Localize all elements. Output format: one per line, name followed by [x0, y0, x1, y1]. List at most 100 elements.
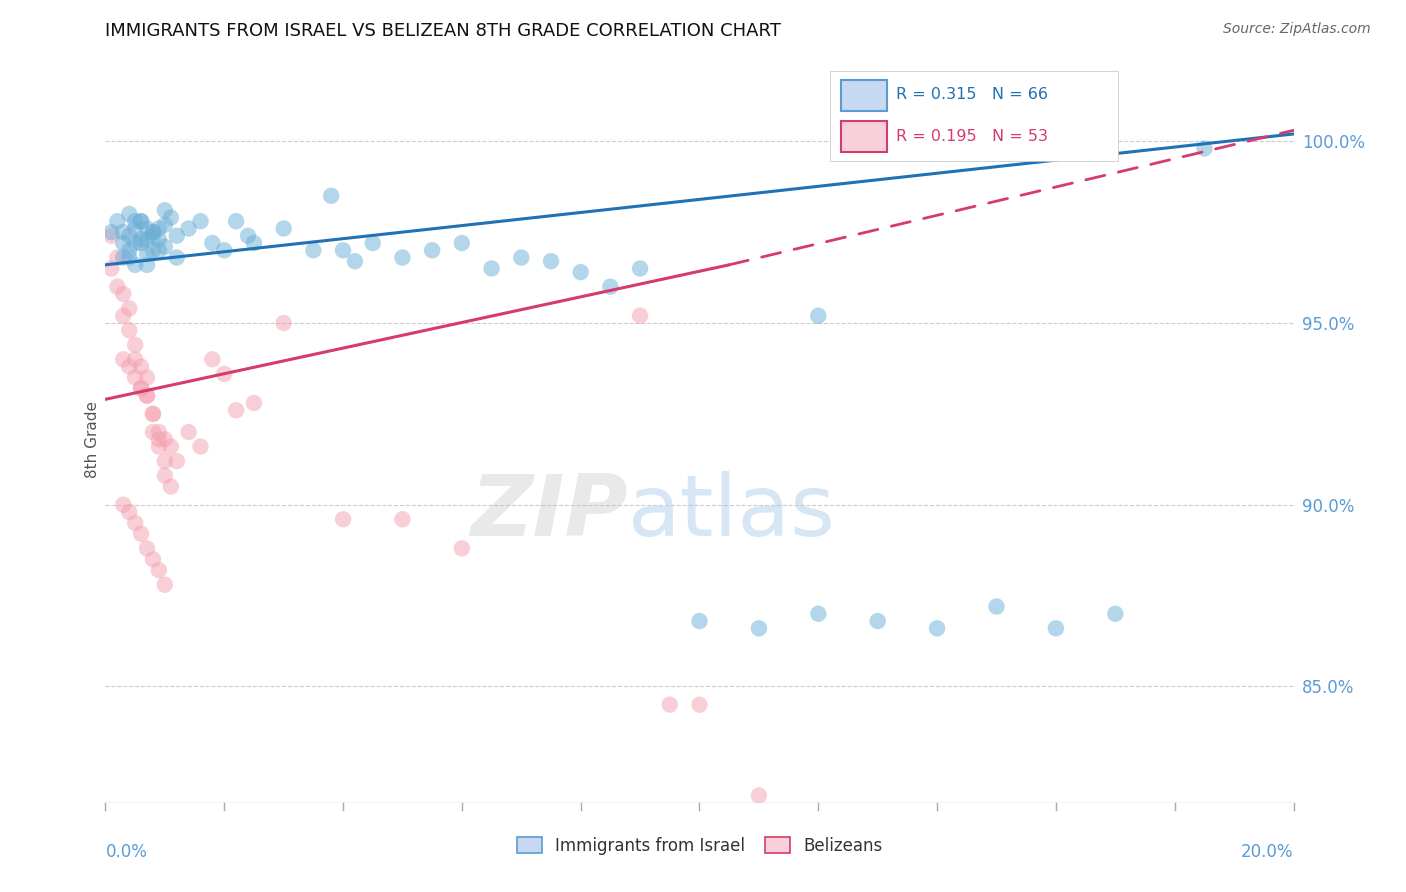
Point — [225, 403, 247, 417]
Point — [177, 425, 200, 439]
Point — [112, 352, 135, 367]
Point — [153, 432, 176, 446]
Point — [142, 225, 165, 239]
Point — [1104, 607, 1126, 621]
Point — [190, 440, 212, 454]
Point — [129, 359, 152, 374]
Point — [190, 214, 212, 228]
Y-axis label: 8th Grade: 8th Grade — [84, 401, 100, 478]
Legend: Immigrants from Israel, Belizeans: Immigrants from Israel, Belizeans — [510, 830, 889, 862]
Point — [118, 244, 141, 258]
Point — [866, 614, 889, 628]
Point — [807, 309, 830, 323]
Point — [100, 228, 122, 243]
Point — [166, 251, 188, 265]
Point — [148, 563, 170, 577]
Point — [177, 221, 200, 235]
Point — [214, 244, 236, 258]
Point — [112, 287, 135, 301]
Point — [129, 235, 152, 250]
Point — [148, 221, 170, 235]
Point — [689, 698, 711, 712]
Point — [118, 207, 141, 221]
Point — [420, 244, 443, 258]
Point — [142, 552, 165, 566]
Point — [142, 228, 165, 243]
Point — [361, 235, 384, 250]
Point — [1045, 621, 1067, 635]
Point — [236, 228, 259, 243]
Point — [118, 251, 141, 265]
Point — [807, 607, 830, 621]
Point — [273, 221, 295, 235]
Point — [689, 614, 711, 628]
Point — [142, 244, 165, 258]
Point — [105, 251, 128, 265]
Point — [112, 309, 135, 323]
Point — [569, 265, 592, 279]
Point — [166, 228, 188, 243]
Point — [343, 254, 366, 268]
Point — [153, 240, 176, 254]
Point — [136, 541, 159, 556]
Point — [225, 214, 247, 228]
Point — [112, 225, 135, 239]
Point — [124, 214, 146, 228]
Point — [658, 698, 681, 712]
Point — [129, 526, 152, 541]
Point — [129, 232, 152, 246]
Point — [105, 279, 128, 293]
Point — [153, 454, 176, 468]
Point — [136, 389, 159, 403]
Point — [748, 621, 770, 635]
Point — [148, 232, 170, 246]
Text: IMMIGRANTS FROM ISRAEL VS BELIZEAN 8TH GRADE CORRELATION CHART: IMMIGRANTS FROM ISRAEL VS BELIZEAN 8TH G… — [105, 22, 782, 40]
FancyBboxPatch shape — [841, 121, 887, 152]
Point — [136, 221, 159, 235]
Point — [129, 214, 152, 228]
Point — [628, 309, 651, 323]
Point — [129, 381, 152, 395]
Point — [540, 254, 562, 268]
Point — [124, 221, 146, 235]
Point — [136, 247, 159, 261]
Text: atlas: atlas — [628, 470, 837, 554]
Point — [118, 301, 141, 316]
Point — [118, 505, 141, 519]
Point — [628, 261, 651, 276]
Point — [214, 367, 236, 381]
Point — [124, 338, 146, 352]
Point — [450, 541, 472, 556]
Point — [159, 479, 181, 493]
Point — [148, 244, 170, 258]
Point — [136, 232, 159, 246]
Point — [159, 211, 181, 225]
Point — [142, 407, 165, 421]
Point — [302, 244, 325, 258]
Point — [159, 440, 181, 454]
Point — [1194, 142, 1216, 156]
Point — [243, 396, 266, 410]
Point — [273, 316, 295, 330]
Point — [510, 251, 533, 265]
Point — [148, 432, 170, 446]
Point — [153, 203, 176, 218]
Point — [391, 512, 413, 526]
Text: Source: ZipAtlas.com: Source: ZipAtlas.com — [1223, 22, 1371, 37]
Point — [142, 407, 165, 421]
Point — [124, 235, 146, 250]
Point — [136, 389, 159, 403]
Text: R = 0.315   N = 66: R = 0.315 N = 66 — [896, 87, 1047, 103]
Point — [118, 323, 141, 337]
Point — [599, 279, 621, 293]
Point — [124, 352, 146, 367]
Point — [481, 261, 503, 276]
Point — [332, 244, 354, 258]
Point — [136, 370, 159, 384]
Point — [129, 381, 152, 395]
Point — [129, 214, 152, 228]
Point — [391, 251, 413, 265]
Point — [112, 235, 135, 250]
Point — [166, 454, 188, 468]
Point — [748, 789, 770, 803]
